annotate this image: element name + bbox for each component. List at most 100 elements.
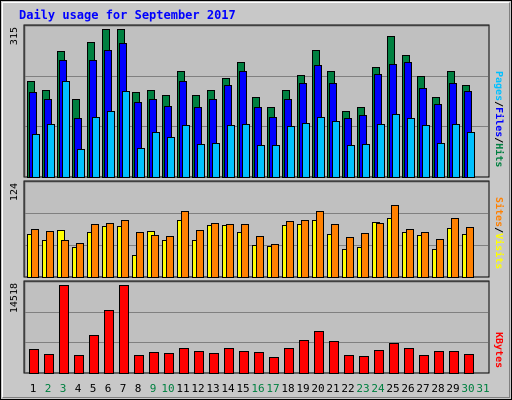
sites-bar-day-25 bbox=[391, 205, 399, 278]
visits-max-label: 124 bbox=[9, 183, 20, 201]
kbytes-bar-day-26 bbox=[404, 348, 414, 374]
day-label-31: 31 bbox=[476, 382, 489, 395]
sites-bar-day-20 bbox=[316, 211, 324, 278]
day-label-23: 23 bbox=[356, 382, 369, 395]
sites-bar-day-13 bbox=[211, 223, 219, 278]
day-label-7: 7 bbox=[120, 382, 127, 395]
kbytes-bar-day-12 bbox=[194, 351, 204, 374]
kbytes-bar-day-27 bbox=[419, 355, 429, 374]
pages-bar-day-18 bbox=[287, 126, 295, 178]
sites-bar-day-7 bbox=[121, 220, 129, 278]
sites-bar-day-4 bbox=[76, 243, 84, 278]
sites-bar-day-16 bbox=[256, 236, 264, 278]
sites-bar-day-12 bbox=[196, 230, 204, 278]
pages-bar-day-8 bbox=[137, 148, 145, 178]
day-label-4: 4 bbox=[75, 382, 82, 395]
pages-bar-day-15 bbox=[242, 124, 250, 178]
kbytes-bar-day-29 bbox=[449, 351, 459, 374]
sites-bar-day-11 bbox=[181, 211, 189, 278]
pages-bar-day-3 bbox=[62, 81, 70, 178]
kbytes-panel-legend: KBytes bbox=[493, 332, 504, 368]
day-label-22: 22 bbox=[341, 382, 354, 395]
pages-bar-day-30 bbox=[467, 132, 475, 178]
sites-bar-day-21 bbox=[331, 224, 339, 278]
pages-bar-day-22 bbox=[347, 145, 355, 178]
sites-bar-day-1 bbox=[31, 229, 39, 278]
pages-bar-day-21 bbox=[332, 121, 340, 178]
day-label-9: 9 bbox=[150, 382, 157, 395]
day-label-3: 3 bbox=[60, 382, 67, 395]
pages-bar-day-10 bbox=[167, 137, 175, 178]
sites-bar-day-9 bbox=[151, 235, 159, 278]
hits-panel-legend-part-3: / bbox=[493, 137, 504, 143]
pages-bar-day-4 bbox=[77, 149, 85, 178]
kbytes-bar-day-24 bbox=[374, 350, 384, 374]
pages-bar-day-2 bbox=[47, 124, 55, 178]
kbytes-bar-day-15 bbox=[239, 351, 249, 374]
pages-bar-day-16 bbox=[257, 145, 265, 178]
sites-bar-day-14 bbox=[226, 224, 234, 278]
kbytes-bar-day-6 bbox=[104, 310, 114, 374]
sites-bar-day-22 bbox=[346, 237, 354, 278]
sites-bar-day-27 bbox=[421, 232, 429, 278]
day-label-25: 25 bbox=[386, 382, 399, 395]
hits-max-label: 315 bbox=[9, 27, 20, 45]
day-label-8: 8 bbox=[135, 382, 142, 395]
sites-bar-day-8 bbox=[136, 232, 144, 278]
kbytes-bar-day-9 bbox=[149, 352, 159, 374]
pages-bar-day-26 bbox=[407, 118, 415, 178]
kbytes-bar-day-19 bbox=[299, 340, 309, 374]
day-label-11: 11 bbox=[176, 382, 189, 395]
pages-bar-day-12 bbox=[197, 144, 205, 178]
sites-bar-day-24 bbox=[376, 223, 384, 278]
pages-bar-day-24 bbox=[377, 124, 385, 178]
pages-bar-day-5 bbox=[92, 117, 100, 178]
day-label-19: 19 bbox=[296, 382, 309, 395]
day-label-16: 16 bbox=[251, 382, 264, 395]
day-label-28: 28 bbox=[431, 382, 444, 395]
kbytes-bar-day-4 bbox=[74, 355, 84, 374]
sites-bar-day-6 bbox=[106, 223, 114, 278]
kbytes-bar-day-3 bbox=[59, 285, 69, 374]
hits-panel-legend-part-2: Files bbox=[493, 107, 505, 137]
visits-panel-legend-part-0: Sites bbox=[493, 197, 505, 227]
sites-bar-day-30 bbox=[466, 227, 474, 278]
sites-bar-day-5 bbox=[91, 224, 99, 278]
pages-bar-day-13 bbox=[212, 143, 220, 178]
kbytes-bar-day-2 bbox=[44, 354, 54, 374]
kbytes-bar-day-18 bbox=[284, 348, 294, 374]
visits-panel-legend-part-1: / bbox=[493, 227, 504, 233]
visits-panel-legend-part-2: Visits bbox=[493, 233, 505, 269]
pages-bar-day-17 bbox=[272, 145, 280, 178]
pages-bar-day-28 bbox=[437, 143, 445, 178]
sites-bar-day-15 bbox=[241, 224, 249, 278]
pages-bar-day-11 bbox=[182, 125, 190, 178]
day-label-5: 5 bbox=[90, 382, 97, 395]
sites-bar-day-3 bbox=[61, 240, 69, 278]
pages-bar-day-25 bbox=[392, 114, 400, 178]
day-label-14: 14 bbox=[221, 382, 235, 395]
day-label-27: 27 bbox=[416, 382, 429, 395]
sites-bar-day-28 bbox=[436, 239, 444, 278]
pages-bar-day-20 bbox=[317, 117, 325, 178]
sites-bar-day-26 bbox=[406, 229, 414, 278]
sites-bar-day-2 bbox=[46, 231, 54, 278]
pages-bar-day-19 bbox=[302, 123, 310, 178]
kbytes-bar-day-10 bbox=[164, 353, 174, 374]
kbytes-bar-day-13 bbox=[209, 353, 219, 374]
pages-bar-day-23 bbox=[362, 144, 370, 178]
kbytes-bar-day-22 bbox=[344, 355, 354, 374]
day-label-13: 13 bbox=[206, 382, 219, 395]
kbytes-bar-day-11 bbox=[179, 348, 189, 374]
day-label-18: 18 bbox=[281, 382, 294, 395]
pages-bar-day-1 bbox=[32, 134, 40, 178]
kbytes-bar-day-17 bbox=[269, 357, 279, 374]
kbytes-bar-day-28 bbox=[434, 351, 444, 374]
day-label-26: 26 bbox=[401, 382, 414, 395]
hits-panel-legend-part-4: Hits bbox=[493, 143, 505, 167]
day-label-1: 1 bbox=[30, 382, 37, 395]
kbytes-bar-day-7 bbox=[119, 285, 129, 374]
kbytes-max-label: 14518 bbox=[9, 283, 20, 313]
day-label-24: 24 bbox=[371, 382, 385, 395]
